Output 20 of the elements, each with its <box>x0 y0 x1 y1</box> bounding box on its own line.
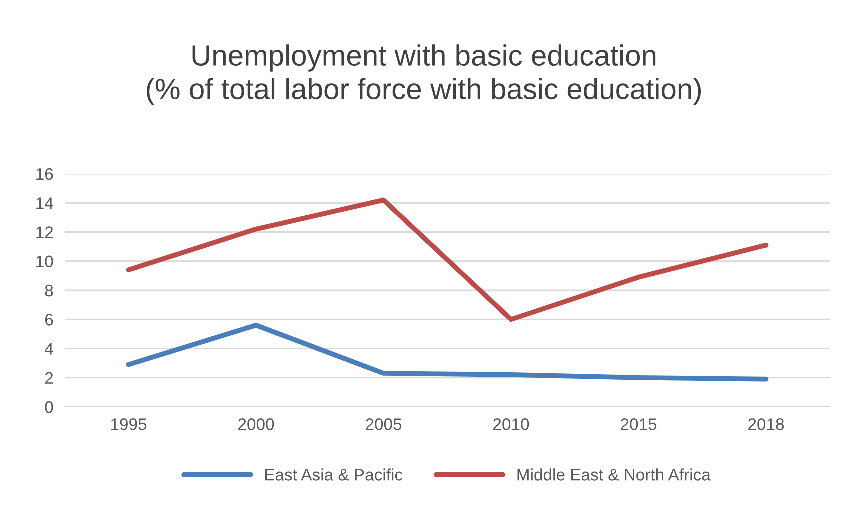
y-tick-label: 12 <box>36 226 54 238</box>
y-tick-label: 10 <box>36 256 54 268</box>
x-tick-label: 2015 <box>621 418 657 430</box>
y-tick-label: 2 <box>45 372 54 384</box>
legend-label: Middle East & North Africa <box>518 468 711 481</box>
line-series <box>126 323 769 382</box>
chart-title: Unemployment with basic education (% of total labor force with basic education) <box>146 44 702 106</box>
x-tick-label: 2018 <box>748 418 784 430</box>
y-tick-label: 8 <box>45 284 54 297</box>
x-tick-label: 2000 <box>238 418 274 430</box>
line-series <box>126 198 769 322</box>
y-tick-label: 0 <box>45 401 54 414</box>
x-tick-label: 2010 <box>494 418 530 430</box>
y-tick-label: 16 <box>36 168 54 180</box>
x-tick-label: 1995 <box>111 418 147 430</box>
legend-label: East Asia & Pacific <box>265 468 403 481</box>
x-tick-label: 2005 <box>366 418 402 430</box>
y-tick-label: 4 <box>45 343 54 355</box>
y-tick-label: 14 <box>36 198 54 210</box>
y-tick-label: 6 <box>45 314 54 326</box>
